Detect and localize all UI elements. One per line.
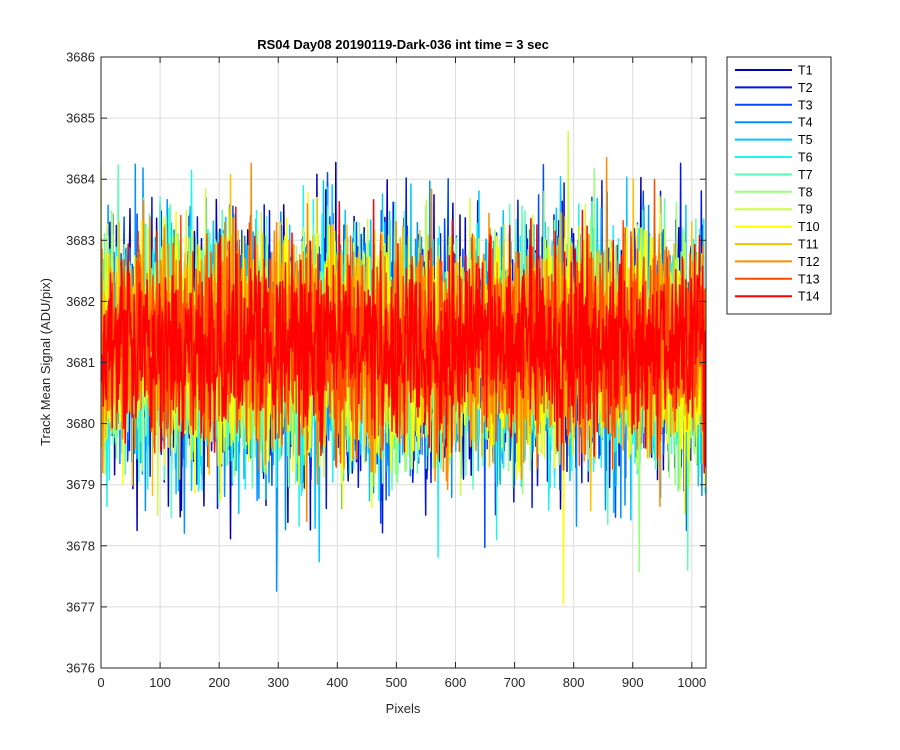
legend-label-t10: T10 (798, 220, 820, 234)
x-tick-label: 700 (504, 675, 526, 690)
y-tick-label: 3683 (66, 233, 95, 248)
legend-label-t9: T9 (798, 203, 813, 217)
x-tick-label: 600 (445, 675, 467, 690)
legend-label-t8: T8 (798, 185, 813, 199)
legend-label-t13: T13 (798, 272, 820, 286)
plot-area: 0 100 200 300 400 500 600 700 800 900 1000 3676367… (66, 50, 707, 690)
y-tick-label: 3676 (66, 661, 95, 676)
x-tick-label: 1000 (677, 675, 706, 690)
legend-label-t6: T6 (798, 151, 813, 165)
x-tick-label: 100 (149, 675, 171, 690)
x-tick-label: 300 (267, 675, 289, 690)
legend-label-t5: T5 (798, 133, 813, 147)
x-tick-label: 800 (563, 675, 585, 690)
y-tick-label: 3681 (66, 355, 95, 370)
x-tick-label: 900 (622, 675, 644, 690)
y-tick-label: 3684 (66, 172, 95, 187)
series-lines (101, 130, 706, 605)
legend[interactable]: T1 T2 T3 T4 T5 T6 T7 T8 T9 T10 T11 T12 T13 T14 (726, 56, 832, 315)
y-tick-label: 3677 (66, 599, 95, 614)
x-axis-label: Pixels (386, 701, 421, 716)
x-tick-label: 500 (386, 675, 408, 690)
legend-label-t3: T3 (798, 98, 813, 112)
y-tick-label: 3682 (66, 294, 95, 309)
y-axis-ticks: 3676 3677 3678 3679 3680 3681 3682 3683 3684 3685… (66, 50, 706, 676)
legend-label-t1: T1 (798, 64, 813, 78)
legend-label-t11: T11 (798, 238, 819, 252)
x-tick-label: 0 (97, 675, 104, 690)
y-tick-label: 3680 (66, 416, 95, 431)
legend-box (726, 56, 832, 315)
legend-label-t2: T2 (798, 81, 813, 95)
x-tick-label: 200 (208, 675, 230, 690)
legend-label-t7: T7 (798, 168, 813, 182)
legend-label-t12: T12 (798, 255, 820, 269)
y-tick-label: 3686 (66, 50, 95, 65)
series-line-t14 (101, 199, 706, 474)
chart-title: RS04 Day08 20190119-Dark-036 int time = … (257, 37, 549, 52)
x-axis-ticks: 0 100 200 300 400 500 600 700 800 900 1000 (97, 57, 706, 690)
legend-entries: T1 T2 T3 T4 T5 T6 T7 T8 T9 T10 T11 T12 T13 T14 (735, 64, 820, 304)
legend-label-t14: T14 (798, 290, 820, 304)
y-tick-label: 3685 (66, 111, 95, 126)
y-tick-label: 3678 (66, 538, 95, 553)
legend-label-t4: T4 (798, 116, 813, 130)
x-tick-label: 400 (326, 675, 348, 690)
y-tick-label: 3679 (66, 477, 95, 492)
y-axis-label: Track Mean Signal (ADU/pix) (38, 278, 53, 446)
